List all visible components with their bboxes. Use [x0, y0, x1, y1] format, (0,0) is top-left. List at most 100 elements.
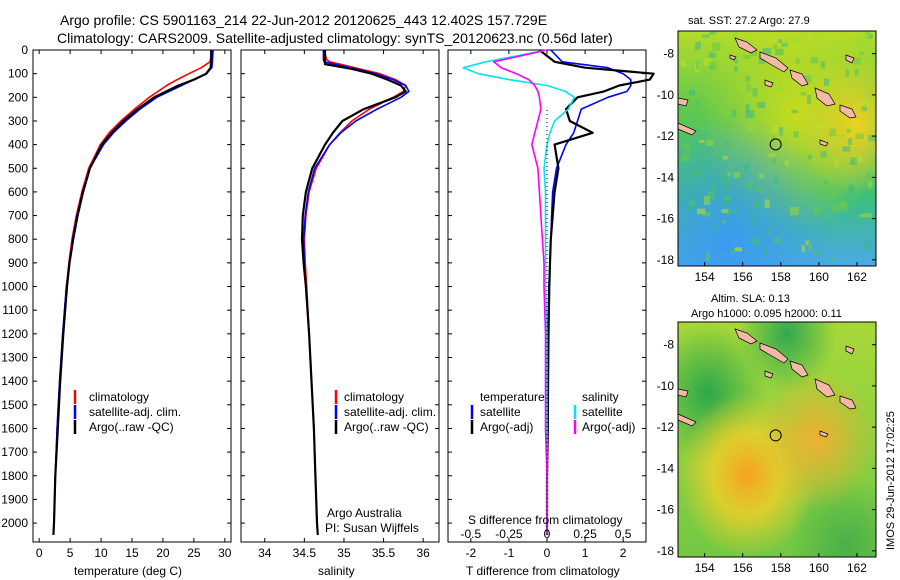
sst-texture-cell	[757, 102, 766, 108]
x-tick-label: 0	[544, 546, 551, 560]
sst-texture-cell	[863, 32, 869, 40]
x-tick-label: 10	[94, 546, 108, 560]
sst-texture-cell	[801, 245, 805, 252]
series-line-4	[492, 49, 548, 535]
sst-texture-cell	[697, 134, 706, 138]
sst-texture-cell	[771, 135, 775, 143]
x-tick-label: 1	[582, 546, 589, 560]
sst-texture-cell	[807, 154, 813, 160]
sst-texture-cell	[813, 34, 819, 38]
y-tick-label: 600	[8, 185, 28, 199]
sst-texture-cell	[737, 86, 744, 93]
sst-texture-cell	[752, 87, 758, 97]
map-x-tick-label: 156	[733, 270, 753, 284]
title-line-1: Argo profile: CS 5901163_214 22-Jun-2012…	[60, 12, 547, 28]
sst-texture-cell	[774, 175, 779, 184]
map-y-tick-label: -12	[657, 420, 675, 434]
sst-texture-cell	[706, 139, 714, 146]
sst-texture-cell	[689, 200, 696, 207]
sst-texture-cell	[839, 133, 845, 139]
sst-texture-cell	[730, 250, 736, 255]
map-y-tick-label: -16	[657, 503, 675, 517]
sst-texture-cell	[763, 248, 768, 255]
sst-texture-cell	[683, 144, 690, 151]
sst-texture-cell	[863, 213, 873, 218]
y-tick-label: 2000	[1, 516, 28, 530]
sst-texture-cell	[724, 195, 731, 202]
sst-texture-cell	[731, 109, 736, 118]
legend-argo-label: Argo(..raw -QC)	[89, 420, 174, 434]
sst-texture-cell	[734, 247, 742, 252]
map-y-tick-label: -14	[657, 170, 675, 184]
series-line-3	[300, 50, 407, 535]
salinity-annotation-line-2: PI: Susan Wijffels	[325, 521, 419, 535]
sst-texture-cell	[778, 82, 782, 91]
sst-texture-cell	[698, 123, 703, 129]
sst-argo-marker	[769, 138, 782, 151]
sst-texture-cell	[725, 141, 729, 145]
sst-texture-cell	[845, 69, 849, 78]
sst-texture-cell	[727, 172, 732, 176]
x-tick-label: 0	[36, 546, 43, 560]
sst-texture-cell	[709, 31, 717, 35]
sst-texture-cell	[784, 36, 790, 42]
sst-texture-cell	[682, 153, 690, 162]
sst-texture-cell	[732, 209, 740, 213]
legend-satellite-label: satellite-adj. clim.	[344, 405, 436, 419]
sst-texture-cell	[732, 31, 739, 39]
x-tick-label: 34	[258, 546, 272, 560]
sla-map	[677, 322, 876, 557]
x-tick-label: 30	[218, 546, 232, 560]
legend-temperature-argo-label: Argo(-adj)	[480, 420, 533, 434]
sst-texture-cell	[789, 206, 799, 216]
sst-map-frame	[677, 30, 877, 267]
sst-texture-cell	[697, 208, 706, 214]
sst-texture-cell	[814, 250, 821, 256]
y-tick-label: 400	[8, 138, 28, 152]
legend-climatology-label: climatology	[89, 390, 149, 404]
legend-salinity-header: salinity	[582, 390, 619, 404]
sst-texture-cell	[810, 57, 818, 64]
sst-texture-cell	[868, 135, 877, 142]
sst-texture-cell	[711, 184, 717, 193]
temperature-panel-frame	[32, 49, 232, 543]
sst-texture-cell	[853, 57, 862, 65]
salinity-legend: climatology satellite-adj. clim. Argo(..…	[334, 390, 436, 434]
sst-texture-cell	[745, 75, 751, 82]
legend-temperature-header: temperature	[480, 390, 545, 404]
sst-texture-cell	[859, 214, 866, 218]
sst-texture-cell	[711, 42, 721, 52]
sst-texture-cell	[842, 146, 851, 152]
sst-texture-cell	[795, 58, 800, 64]
map-y-tick-label: -8	[663, 338, 674, 352]
sst-texture-cell	[721, 208, 729, 214]
sst-texture-cell	[723, 184, 727, 191]
sst-texture-cell	[726, 122, 733, 128]
x-tick-label: 15	[125, 546, 139, 560]
sst-texture-cell	[772, 158, 776, 164]
x-tick-label: 5	[67, 546, 74, 560]
y-tick-label: 1400	[1, 374, 28, 388]
sst-texture-cell	[775, 48, 784, 56]
map-x-tick-label: 154	[695, 561, 715, 575]
sst-map-title: sat. SST: 27.2 Argo: 27.9	[688, 15, 810, 27]
y-tick-label: 1500	[1, 398, 28, 412]
sla-argo-marker	[769, 429, 782, 442]
series-line-3	[462, 49, 576, 535]
legend-salinity-satellite-label: satellite	[582, 405, 623, 419]
sst-texture-cell	[703, 58, 712, 66]
sst-texture-cell	[790, 181, 797, 186]
sst-texture-cell	[861, 105, 867, 112]
sst-texture-cell	[781, 43, 788, 47]
sst-texture-cell	[680, 60, 686, 67]
difference-plot: -2 -1 0 1 2 -0.5 -0.25 0 0.25 0.5	[448, 49, 655, 560]
sst-map	[677, 31, 877, 266]
x-tick-label: 35.5	[372, 546, 396, 560]
sst-texture-cell	[831, 205, 840, 213]
series-line-2	[52, 49, 214, 535]
sla-map-frame	[677, 321, 877, 558]
map-x-tick-label: 156	[733, 561, 753, 575]
series-line-2	[302, 50, 410, 535]
sst-texture-cell	[679, 113, 686, 119]
sst-texture-cell	[793, 131, 799, 138]
